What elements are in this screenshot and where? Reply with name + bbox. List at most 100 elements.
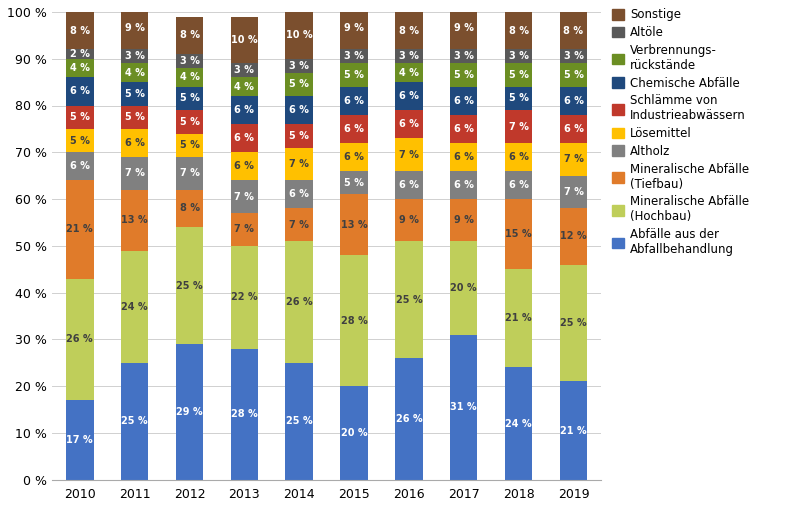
Text: 9 %: 9 % <box>453 23 473 34</box>
Bar <box>66 180 93 278</box>
Bar <box>285 148 312 180</box>
Bar <box>230 213 258 246</box>
Bar <box>66 400 93 480</box>
Bar <box>395 82 422 110</box>
Text: 6 %: 6 % <box>70 86 90 97</box>
Bar <box>559 208 586 265</box>
Text: 9 %: 9 % <box>398 215 418 225</box>
Bar <box>285 180 312 208</box>
Text: 6 %: 6 % <box>453 124 473 134</box>
Bar <box>504 87 532 110</box>
Text: 7 %: 7 % <box>179 168 200 178</box>
Text: 7 %: 7 % <box>563 187 582 197</box>
Text: 3 %: 3 % <box>453 51 473 61</box>
Text: 13 %: 13 % <box>341 220 367 230</box>
Text: 5 %: 5 % <box>125 112 144 122</box>
Bar <box>121 49 148 64</box>
Text: 6 %: 6 % <box>563 96 582 106</box>
Bar <box>285 59 312 73</box>
Bar <box>285 96 312 124</box>
Text: 26 %: 26 % <box>67 334 93 344</box>
Bar <box>504 110 532 143</box>
Text: 6 %: 6 % <box>563 124 582 134</box>
Text: 9 %: 9 % <box>344 23 363 34</box>
Bar <box>230 124 258 152</box>
Bar <box>175 17 203 54</box>
Text: 3 %: 3 % <box>289 61 309 71</box>
Bar <box>449 7 477 49</box>
Text: 5 %: 5 % <box>179 140 200 150</box>
Text: 6 %: 6 % <box>344 152 363 162</box>
Text: 6 %: 6 % <box>125 138 144 148</box>
Bar <box>395 358 422 480</box>
Bar <box>175 54 203 68</box>
Bar <box>230 246 258 349</box>
Bar <box>230 17 258 64</box>
Bar <box>340 87 367 115</box>
Bar <box>121 189 148 250</box>
Bar <box>121 129 148 157</box>
Text: 7 %: 7 % <box>289 220 309 230</box>
Text: 7 %: 7 % <box>563 154 582 164</box>
Bar <box>559 49 586 64</box>
Text: 17 %: 17 % <box>67 435 93 445</box>
Bar <box>504 199 532 269</box>
Bar <box>559 115 586 143</box>
Bar <box>285 124 312 148</box>
Bar <box>504 171 532 199</box>
Text: 24 %: 24 % <box>504 419 531 429</box>
Text: 5 %: 5 % <box>70 136 90 146</box>
Bar <box>285 12 312 59</box>
Text: 12 %: 12 % <box>560 232 586 241</box>
Text: 5 %: 5 % <box>344 178 363 187</box>
Bar <box>66 152 93 180</box>
Text: 29 %: 29 % <box>176 407 203 417</box>
Text: 22 %: 22 % <box>231 292 257 302</box>
Bar <box>230 180 258 213</box>
Text: 6 %: 6 % <box>344 96 363 106</box>
Text: 6 %: 6 % <box>453 96 473 106</box>
Bar <box>340 143 367 171</box>
Bar <box>230 152 258 180</box>
Bar <box>175 87 203 110</box>
Text: 3 %: 3 % <box>398 51 418 61</box>
Text: 4 %: 4 % <box>234 82 254 92</box>
Bar <box>66 12 93 49</box>
Bar <box>340 64 367 87</box>
Bar <box>559 143 586 176</box>
Text: 6 %: 6 % <box>508 180 528 190</box>
Bar <box>395 199 422 241</box>
Bar <box>504 64 532 87</box>
Text: 25 %: 25 % <box>121 416 148 426</box>
Text: 21 %: 21 % <box>504 313 531 323</box>
Bar <box>559 176 586 208</box>
Text: 15 %: 15 % <box>504 229 531 239</box>
Bar <box>395 171 422 199</box>
Text: 8 %: 8 % <box>398 26 418 36</box>
Bar <box>175 110 203 134</box>
Bar <box>285 73 312 96</box>
Text: 24 %: 24 % <box>121 302 148 311</box>
Text: 4 %: 4 % <box>70 63 90 73</box>
Bar <box>66 49 93 59</box>
Bar <box>504 269 532 367</box>
Text: 8 %: 8 % <box>179 203 200 213</box>
Text: 8 %: 8 % <box>179 30 200 40</box>
Bar <box>504 49 532 64</box>
Text: 5 %: 5 % <box>563 70 582 80</box>
Bar <box>340 386 367 480</box>
Bar <box>66 129 93 152</box>
Bar <box>340 7 367 49</box>
Text: 9 %: 9 % <box>125 23 144 34</box>
Text: 8 %: 8 % <box>70 26 90 36</box>
Text: 5 %: 5 % <box>70 112 90 122</box>
Text: 7 %: 7 % <box>398 150 418 160</box>
Bar <box>285 208 312 241</box>
Bar <box>395 241 422 358</box>
Text: 2 %: 2 % <box>70 49 90 59</box>
Text: 28 %: 28 % <box>341 315 367 326</box>
Text: 6 %: 6 % <box>289 189 309 199</box>
Bar <box>504 143 532 171</box>
Text: 5 %: 5 % <box>508 93 528 104</box>
Text: 6 %: 6 % <box>453 180 473 190</box>
